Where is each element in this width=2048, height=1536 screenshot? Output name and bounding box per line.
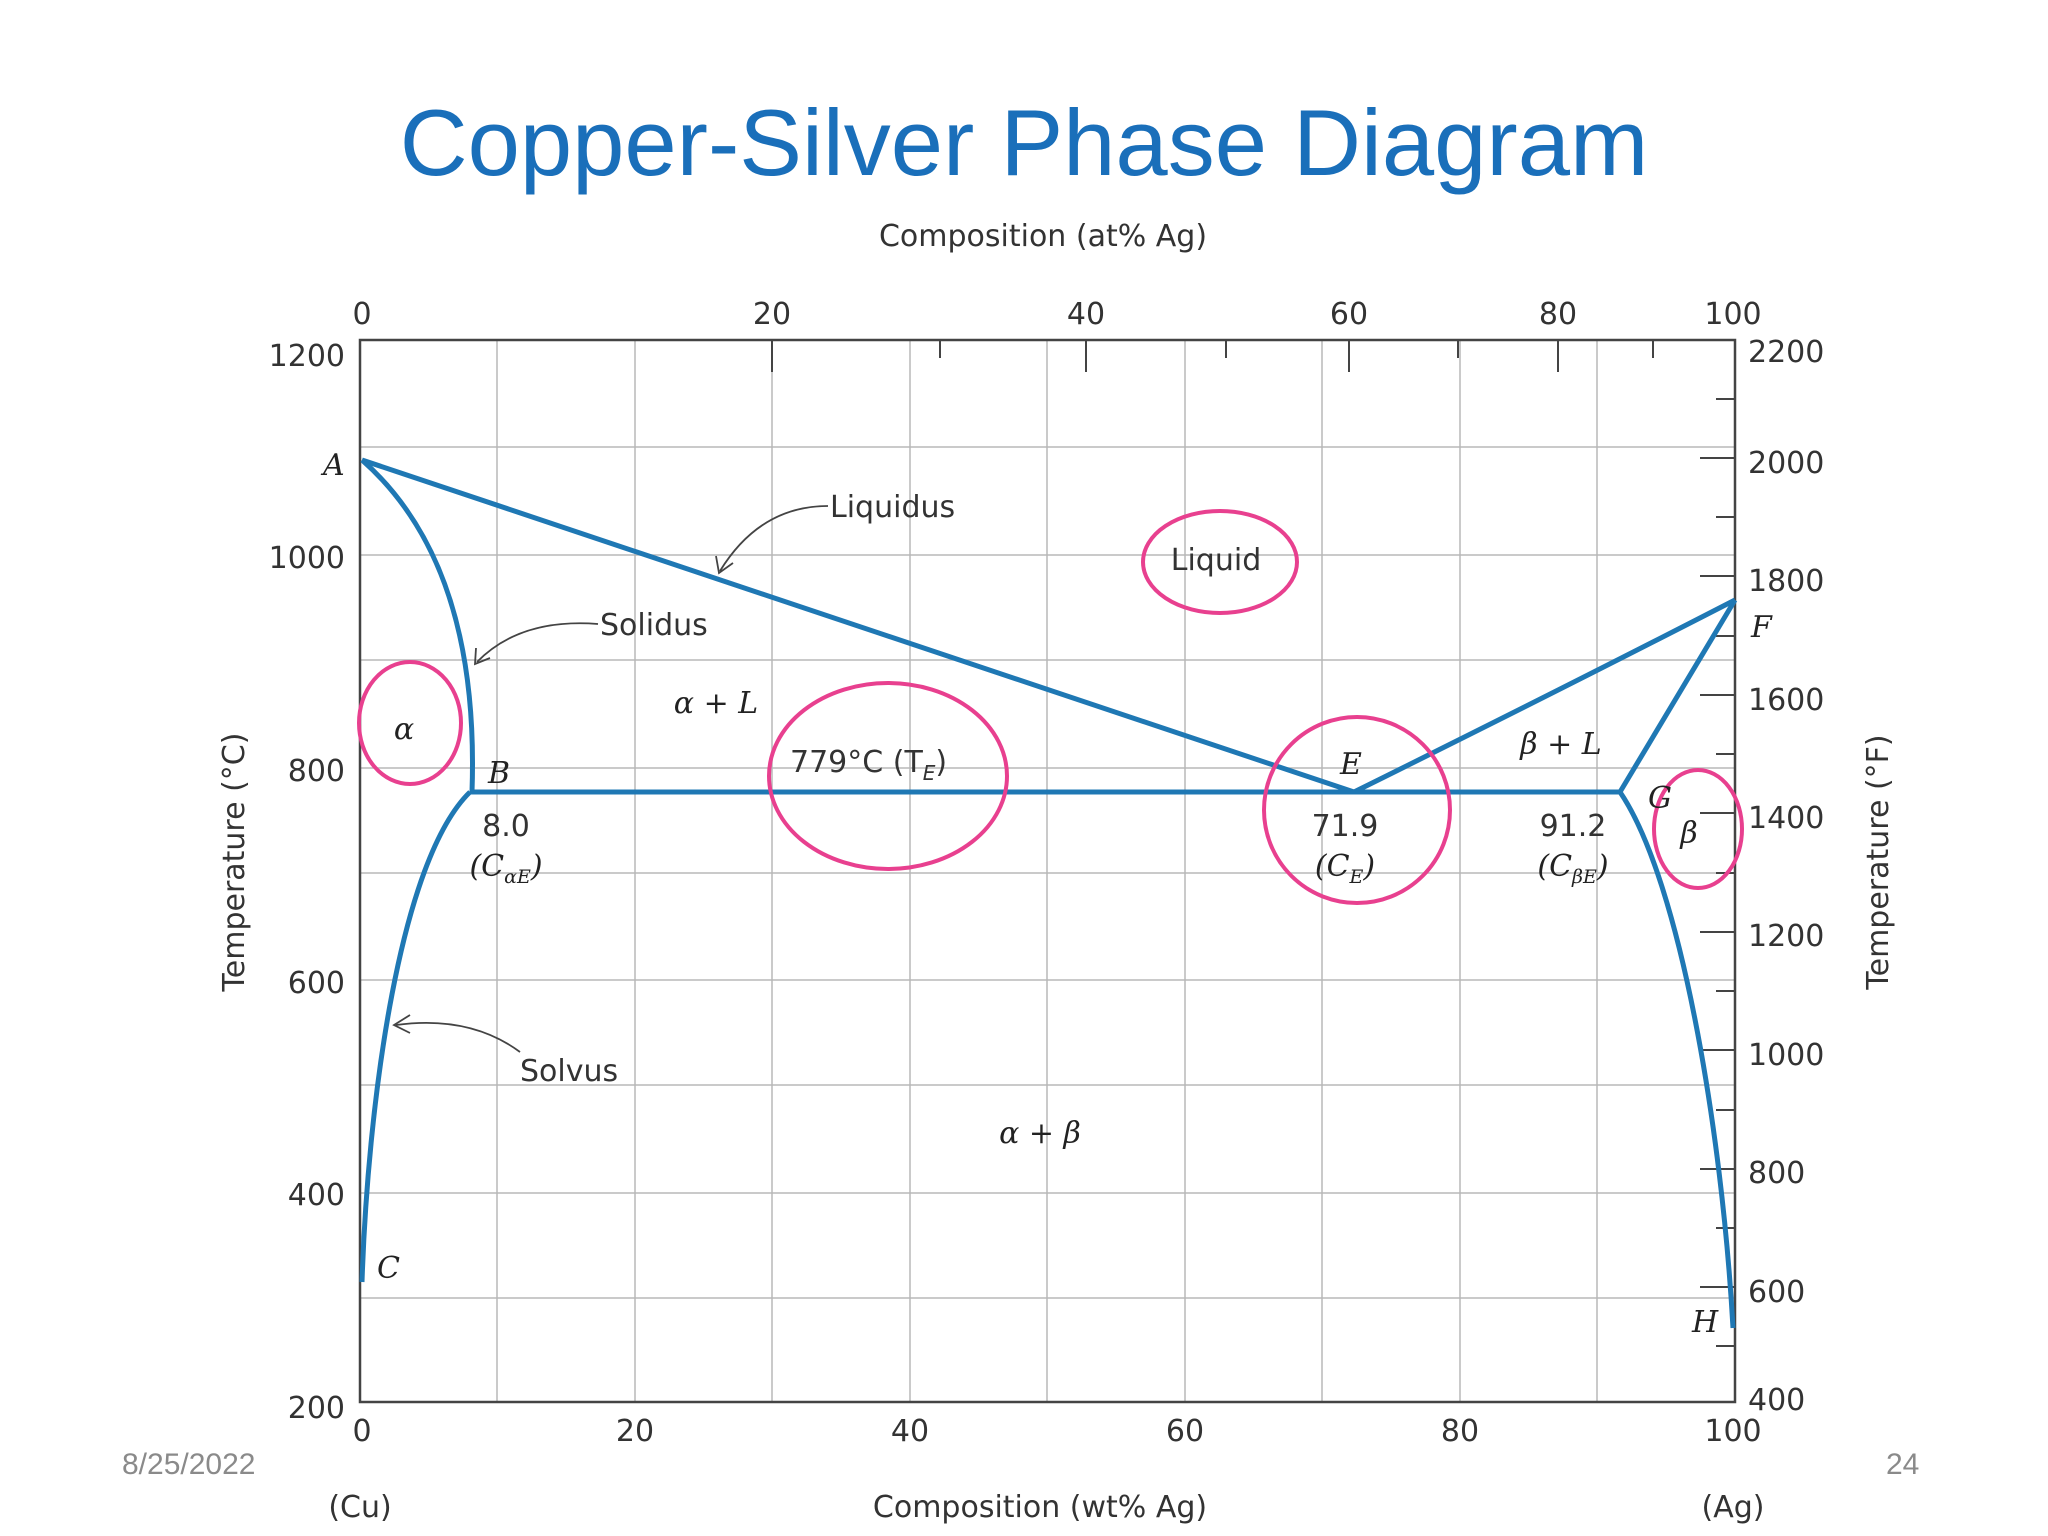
c-beta-e-value: 91.2: [1540, 809, 1607, 844]
c-alpha-e-symbol: (CαE): [469, 849, 542, 888]
bottom-tick: 20: [616, 1414, 654, 1449]
plot-frame: [358, 338, 1737, 1404]
c-e-c: C: [1327, 849, 1350, 884]
left-tick-labels: 1200 1000 800 600 400 200: [269, 339, 345, 1426]
left-tick: 200: [288, 1391, 345, 1426]
phase-boundaries: [359, 457, 1738, 1329]
right-tick-labels: 2200 2000 1800 1600 1400 1200 1000 800 6…: [1748, 335, 1824, 1418]
bottom-tick: 100: [1704, 1414, 1761, 1449]
liquidus-line-right: [1352, 597, 1737, 795]
solidus-arrowhead: [474, 647, 491, 666]
right-tick: 1200: [1748, 919, 1824, 954]
liquid-region-label: Liquid: [1171, 543, 1261, 578]
bottom-tick-labels: 0 20 40 60 80 100: [352, 1414, 1761, 1449]
left-tick: 1200: [269, 339, 345, 374]
right-tick: 600: [1748, 1275, 1805, 1310]
point-a-label: A: [320, 448, 345, 483]
highlight-eutectic-point: [1262, 715, 1452, 905]
liquidus-arrow: [719, 505, 829, 572]
point-h-label: H: [1691, 1305, 1719, 1340]
slide-title: Copper-Silver Phase Diagram: [399, 90, 1649, 195]
beta-liquid-region-label: β + L: [1519, 727, 1601, 762]
c-alpha-e-c: C: [481, 849, 504, 884]
top-axis-ticks: [771, 340, 1654, 372]
slide-date: 8/25/2022: [122, 1448, 256, 1481]
eutectic-temp-text: 779°C (T: [790, 745, 923, 780]
highlight-alpha: [357, 660, 463, 786]
highlight-circles: [357, 509, 1744, 905]
liquidus-arrowhead: [715, 555, 734, 575]
left-tick: 1000: [269, 541, 345, 576]
top-axis-title: Composition (at% Ag): [879, 219, 1207, 254]
liquidus-label: Liquidus: [830, 490, 955, 525]
solidus-arrow: [476, 622, 599, 663]
c-e-sub: E: [1349, 866, 1364, 888]
top-tick: 40: [1067, 297, 1105, 332]
bottom-tick: 40: [891, 1414, 929, 1449]
top-tick: 20: [753, 297, 791, 332]
c-e-symbol: (CE): [1315, 849, 1375, 888]
right-axis-ticks: [1700, 398, 1735, 1347]
right-tick: 2200: [1748, 335, 1824, 370]
c-alpha-e-sub: αE: [504, 866, 531, 888]
highlight-eutectic-temp: [767, 681, 1009, 871]
point-b-label: B: [487, 756, 510, 791]
eutectic-temp-close: ): [935, 745, 947, 780]
right-tick: 800: [1748, 1156, 1805, 1191]
right-tick: 1600: [1748, 683, 1824, 718]
solidus-label: Solidus: [600, 608, 708, 643]
alpha-beta-region-label: α + β: [999, 1116, 1081, 1151]
left-tick: 800: [288, 754, 345, 789]
c-e-value: 71.9: [1312, 809, 1379, 844]
right-tick: 1800: [1748, 564, 1824, 599]
right-tick: 400: [1748, 1383, 1805, 1418]
alpha-liquid-region-label: α + L: [674, 686, 758, 721]
c-beta-e-sub: βE: [1571, 866, 1597, 888]
bottom-tick: 60: [1166, 1414, 1204, 1449]
beta-region-label: β: [1679, 816, 1697, 851]
right-tick: 1000: [1748, 1038, 1824, 1073]
left-tick: 400: [288, 1178, 345, 1213]
bottom-tick: 80: [1441, 1414, 1479, 1449]
bottom-tick: 0: [352, 1414, 371, 1449]
eutectic-temperature-label: 779°C (TE): [790, 745, 947, 785]
right-tick: 1400: [1748, 801, 1824, 836]
solidus-line-right: [1617, 598, 1738, 794]
solvus-label: Solvus: [520, 1054, 618, 1089]
eutectic-temp-sub: E: [923, 761, 936, 785]
cu-end-label: (Cu): [328, 1490, 391, 1525]
point-g-label: G: [1648, 781, 1672, 816]
solvus-line-right: [1617, 790, 1736, 1329]
c-beta-e-symbol: (CβE): [1537, 849, 1608, 888]
grid: [360, 340, 1735, 1402]
point-c-label: C: [377, 1251, 400, 1286]
top-tick: 80: [1539, 297, 1577, 332]
point-e-label: E: [1339, 747, 1362, 782]
left-axis-title: Temperature (°C): [217, 733, 252, 993]
bottom-axis-title: Composition (wt% Ag): [873, 1490, 1207, 1525]
alpha-region-label: α: [394, 712, 414, 747]
slide-page-number: 24: [1886, 1448, 1920, 1481]
left-tick: 600: [288, 966, 345, 1001]
right-tick: 2000: [1748, 446, 1824, 481]
top-tick: 100: [1704, 297, 1761, 332]
solvus-arrowhead: [392, 1014, 411, 1034]
ag-end-label: (Ag): [1702, 1490, 1765, 1525]
c-beta-e-c: C: [1549, 849, 1572, 884]
highlight-liquid: [1141, 509, 1299, 615]
solvus-arrow: [395, 1022, 521, 1053]
top-tick-labels: 0 20 40 60 80 100: [352, 297, 1761, 332]
right-axis-title: Temperature (°F): [1861, 734, 1896, 990]
top-tick: 0: [352, 297, 371, 332]
solidus-line-left: [360, 458, 475, 793]
point-f-label: F: [1750, 610, 1773, 645]
highlight-beta: [1652, 768, 1744, 890]
liquidus-line-left: [361, 457, 1355, 795]
top-tick: 60: [1330, 297, 1368, 332]
c-alpha-e-value: 8.0: [482, 809, 530, 844]
annotation-arrows: [392, 505, 829, 1053]
solvus-line-left: [359, 790, 472, 1283]
